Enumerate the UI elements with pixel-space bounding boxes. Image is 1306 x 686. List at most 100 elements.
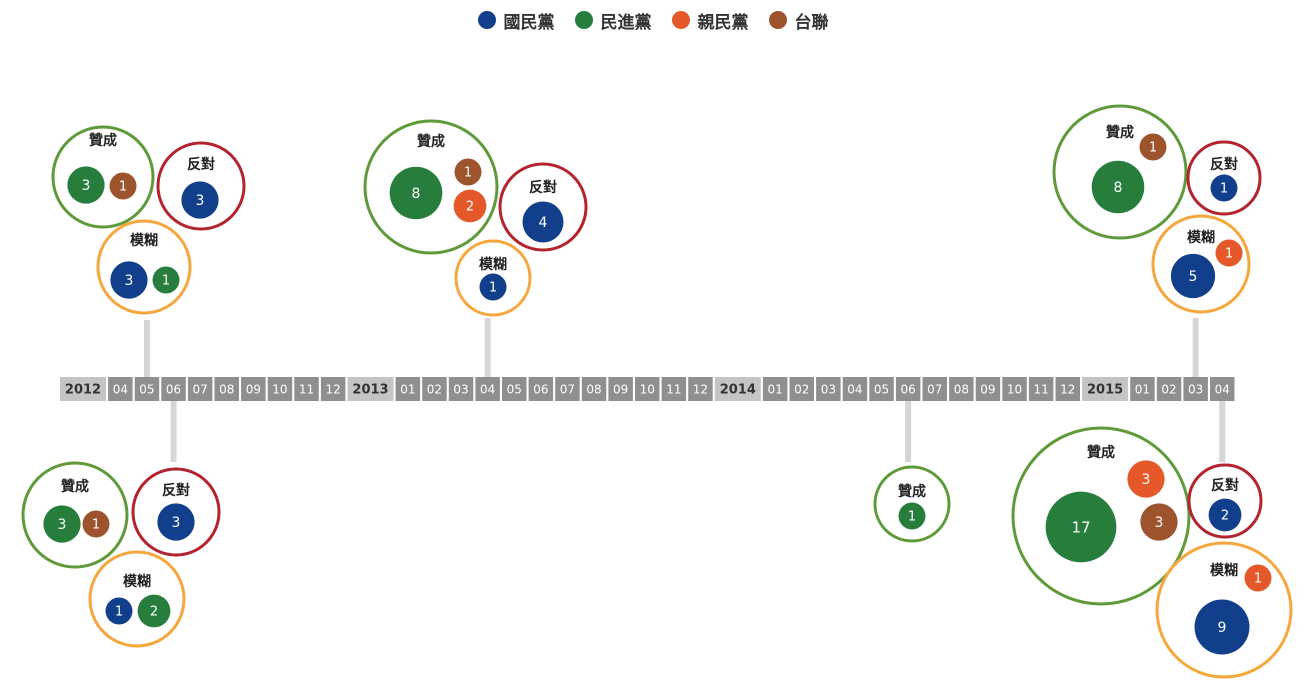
legend-swatch — [671, 11, 690, 29]
tick-label: 06 — [166, 383, 181, 397]
oppose-group: 反對 2 — [1187, 463, 1263, 539]
month-tick: 01 — [1130, 377, 1155, 401]
unclear-group: 模糊 3 1 — [96, 219, 192, 315]
month-tick: 04 — [842, 377, 868, 401]
legend-swatch — [768, 11, 787, 29]
tick-label: 04 — [847, 383, 862, 397]
legend-item: 國民黨 — [477, 8, 555, 33]
bubble-value: 3 — [82, 178, 91, 194]
legend-label: 民進黨 — [600, 12, 652, 33]
party-bubble — [454, 158, 482, 186]
tick-label: 12 — [1060, 383, 1075, 397]
tick-label: 07 — [560, 383, 575, 397]
tick-label: 10 — [1007, 383, 1022, 397]
group-title: 反對 — [187, 156, 215, 173]
legend-label: 國民黨 — [503, 12, 555, 33]
oppose-group: 反對 1 — [1186, 140, 1262, 216]
tick-label: 07 — [193, 383, 208, 397]
bubble-value: 1 — [119, 180, 127, 195]
tick-label: 04 — [1215, 383, 1230, 397]
month-tick: 08 — [214, 377, 239, 401]
bubble-value: 3 — [172, 515, 181, 531]
month-tick: 06 — [895, 377, 921, 401]
tick-box — [869, 377, 894, 401]
tick-box — [395, 377, 421, 401]
legend-item: 民進黨 — [574, 8, 652, 33]
group-title: 模糊 — [130, 232, 158, 249]
month-tick: 07 — [555, 377, 580, 401]
bubble-value: 1 — [92, 518, 100, 533]
year-tick: 2012 — [60, 377, 106, 401]
group-title: 贊成 — [89, 132, 117, 149]
party-bubble — [898, 502, 926, 530]
bubble-value: 8 — [412, 186, 421, 202]
group-title: 贊成 — [417, 133, 445, 150]
month-tick: 09 — [241, 377, 266, 401]
tick-label: 01 — [400, 383, 415, 397]
tick-box — [187, 377, 213, 401]
group-title: 贊成 — [1106, 124, 1134, 141]
bubble-value: 2 — [1221, 509, 1229, 524]
party-bubble — [1091, 160, 1145, 214]
year-tick: 2014 — [714, 377, 761, 401]
tick-label: 09 — [246, 383, 261, 397]
bubble-value: 17 — [1071, 518, 1090, 536]
support-group: 贊成 3 1 — [21, 461, 129, 569]
group-title: 模糊 — [123, 573, 151, 590]
unclear-group: 模糊 1 — [454, 239, 532, 317]
month-tick: 03 — [1183, 377, 1208, 401]
tick-box — [635, 377, 660, 401]
party-bubble — [1194, 599, 1250, 655]
month-tick: 01 — [762, 377, 788, 401]
tick-label: 10 — [640, 383, 655, 397]
tick-box — [949, 377, 974, 401]
tick-box — [60, 377, 106, 401]
tick-box — [762, 377, 788, 401]
group-title: 贊成 — [61, 478, 89, 495]
month-tick: 12 — [688, 377, 713, 401]
month-tick: 01 — [395, 377, 421, 401]
tick-box — [555, 377, 580, 401]
bubble-value: 4 — [539, 215, 548, 231]
month-tick: 03 — [816, 377, 841, 401]
party-bubble — [1208, 498, 1242, 532]
tick-box — [975, 377, 1001, 401]
oppose-group: 反對 4 — [498, 162, 588, 252]
month-tick: 11 — [294, 377, 319, 401]
tick-box — [714, 377, 761, 401]
month-tick: 05 — [502, 377, 527, 401]
tick-box — [1028, 377, 1054, 401]
party-bubble — [110, 261, 148, 299]
bubble-value: 5 — [1189, 269, 1198, 285]
party-bubble — [1244, 564, 1272, 592]
tick-box — [581, 377, 607, 401]
bubble-value: 1 — [464, 166, 472, 181]
bubble-value: 3 — [196, 193, 205, 209]
group-title: 反對 — [529, 179, 557, 196]
bubble-value: 1 — [1254, 572, 1262, 587]
oppose-group: 反對 3 — [131, 467, 221, 557]
tick-label: 02 — [427, 383, 442, 397]
tick-label: 11 — [1034, 383, 1049, 397]
group-title: 模糊 — [1210, 562, 1238, 579]
tick-label: 12 — [693, 383, 708, 397]
group-title: 反對 — [1210, 156, 1238, 173]
party-bubble — [137, 594, 171, 628]
party-bubble — [82, 510, 110, 538]
month-tick: 06 — [161, 377, 186, 401]
tick-box — [608, 377, 633, 401]
group-title: 反對 — [162, 482, 190, 499]
month-tick: 05 — [134, 377, 160, 401]
month-tick: 08 — [949, 377, 974, 401]
month-tick: 04 — [108, 377, 133, 401]
unclear-group: 模糊 5 1 — [1151, 214, 1251, 314]
bubble-value: 3 — [1142, 472, 1151, 488]
party-bubble — [522, 201, 564, 243]
bubble-value: 1 — [1149, 141, 1157, 156]
tick-label: 04 — [480, 383, 495, 397]
tick-label: 01 — [768, 383, 783, 397]
bubble-value: 2 — [150, 605, 158, 620]
connector-lines — [143, 318, 1226, 462]
tick-label: 05 — [139, 383, 154, 397]
